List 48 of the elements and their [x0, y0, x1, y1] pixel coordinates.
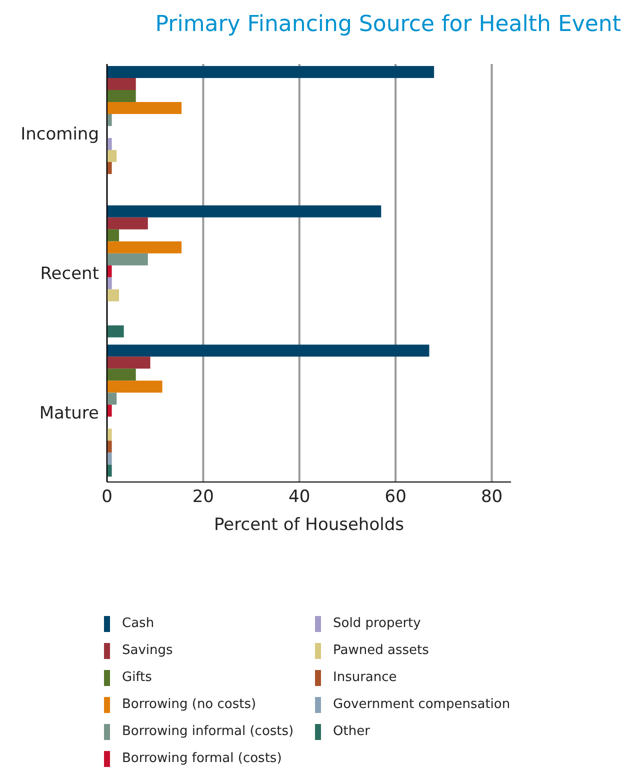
- bar: [107, 102, 182, 114]
- bar: [107, 150, 117, 162]
- legend-label: Borrowing informal (costs): [122, 724, 294, 739]
- x-tick-label: 60: [384, 487, 406, 508]
- bar: [107, 452, 112, 465]
- bar: [107, 404, 112, 417]
- legend-label: Sold property: [333, 616, 421, 631]
- legend-label: Gifts: [122, 670, 152, 685]
- y-tick-label: Mature: [39, 403, 99, 424]
- bar: [107, 325, 124, 338]
- bar: [107, 229, 120, 242]
- bar: [107, 289, 120, 302]
- legend-label: Savings: [122, 643, 173, 658]
- legend-label: Borrowing formal (costs): [122, 751, 282, 766]
- bar: [107, 392, 117, 405]
- bar: [107, 277, 112, 290]
- bar: [107, 265, 112, 278]
- bar: [107, 428, 112, 441]
- legend-label: Borrowing (no costs): [122, 697, 256, 712]
- bar: [107, 78, 136, 90]
- bar: [107, 464, 112, 477]
- y-tick-label: Incoming: [20, 124, 99, 145]
- x-tick-label: 20: [192, 487, 214, 508]
- bar: [107, 241, 182, 254]
- x-tick-label: 0: [102, 487, 112, 508]
- bar: [107, 368, 136, 381]
- chart-title: Primary Financing Source for Health Event: [154, 11, 622, 39]
- bar: [107, 344, 430, 357]
- bar: [107, 138, 112, 150]
- bar: [107, 90, 136, 102]
- bar: [107, 205, 382, 218]
- x-axis-title: Percent of Households: [214, 515, 404, 535]
- legend-label: Cash: [122, 616, 154, 631]
- legend-label: Other: [333, 724, 370, 739]
- x-tick-label: 40: [288, 487, 310, 508]
- bar: [107, 217, 148, 230]
- x-tick-label: 80: [480, 487, 503, 508]
- bar: [107, 356, 150, 369]
- bar: [107, 440, 112, 453]
- bar: [107, 162, 112, 174]
- bar: [107, 114, 112, 126]
- bar: [107, 380, 162, 393]
- y-tick-label: Recent: [40, 264, 100, 284]
- bar: [107, 253, 148, 266]
- legend-label: Insurance: [333, 670, 397, 685]
- legend-label: Government compensation: [333, 697, 510, 712]
- legend-label: Pawned assets: [333, 643, 429, 658]
- bar: [107, 66, 434, 78]
